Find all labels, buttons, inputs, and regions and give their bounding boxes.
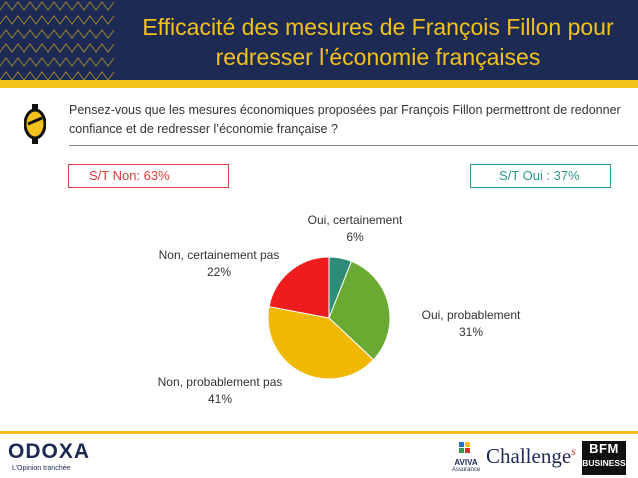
challenges-s: s xyxy=(571,444,576,458)
chevron-pattern xyxy=(0,1,115,81)
bfm-line-1: BFM xyxy=(589,441,619,456)
bfm-line-2: BUSINESS xyxy=(582,458,626,468)
survey-question: Pensez-vous que les mesures économiques … xyxy=(69,103,621,136)
header-gold-stripe xyxy=(0,80,638,88)
slice-label-text: Non, probablement pas xyxy=(157,375,283,389)
aviva-wordmark: AVIVA xyxy=(454,458,478,467)
slice-label-text: Oui, probablement xyxy=(421,308,521,322)
footer-gold-rule xyxy=(0,431,638,434)
pie-slice-non-certainement-pas xyxy=(268,256,330,319)
odoxa-logo: ODOXA L’Opinion tranchée xyxy=(8,440,91,474)
title-line-2: redresser l’économie françaises xyxy=(215,44,541,70)
total-oui-box: S/T Oui : 37% xyxy=(470,164,611,188)
odoxa-logo-icon xyxy=(24,104,46,144)
slice-label-oui-probablement: Oui, probablement 31% xyxy=(404,307,538,341)
challenges-logo: Challenges xyxy=(486,444,576,469)
slice-label-text: Non, certainement pas xyxy=(158,248,280,262)
slice-label-value: 31% xyxy=(458,325,484,339)
slice-label-oui-certainement: Oui, certainement 6% xyxy=(290,212,420,246)
slice-label-value: 22% xyxy=(206,265,232,279)
aviva-logo-icon xyxy=(459,442,470,453)
slice-label-non-probablement-pas: Non, probablement pas 41% xyxy=(145,374,295,408)
odoxa-wordmark: ODOXA xyxy=(8,440,91,463)
page-title: Efficacité des mesures de François Fillo… xyxy=(118,12,638,72)
slice-label-non-certainement-pas: Non, certainement pas 22% xyxy=(144,247,294,281)
pie-slice-non-probablement-pas xyxy=(267,305,375,380)
odoxa-tagline: L’Opinion tranchée xyxy=(12,465,71,472)
header-banner: Efficacité des mesures de François Fillo… xyxy=(0,0,638,88)
slice-label-value: 6% xyxy=(346,230,364,244)
title-line-1: Efficacité des mesures de François Fillo… xyxy=(142,14,614,40)
challenges-wordmark: Challenge xyxy=(486,444,572,468)
aviva-subtitle: Assurance xyxy=(451,467,481,473)
slice-label-value: 41% xyxy=(207,392,233,406)
question-divider xyxy=(69,145,638,146)
pie-slice-oui-probablement xyxy=(328,260,391,361)
slice-label-text: Oui, certainement xyxy=(307,213,403,227)
bfm-business-logo: BFM BUSINESS xyxy=(582,441,626,475)
total-non-box: S/T Non: 63% xyxy=(68,164,229,188)
